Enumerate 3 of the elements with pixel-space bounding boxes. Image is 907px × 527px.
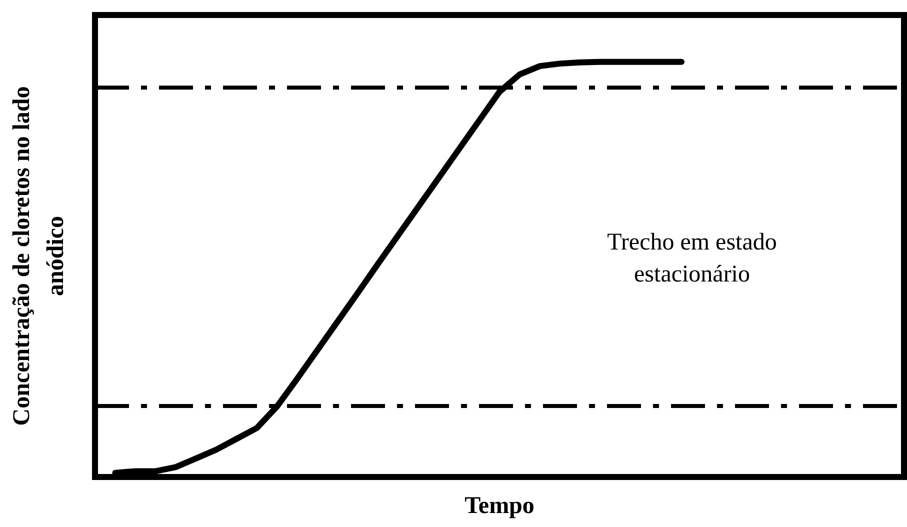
- x-axis-title: Tempo: [464, 492, 534, 519]
- y-axis-title: Concentração de cloretos no lado anódico: [9, 86, 70, 426]
- annotation: Trecho em estado estacionário: [607, 229, 777, 288]
